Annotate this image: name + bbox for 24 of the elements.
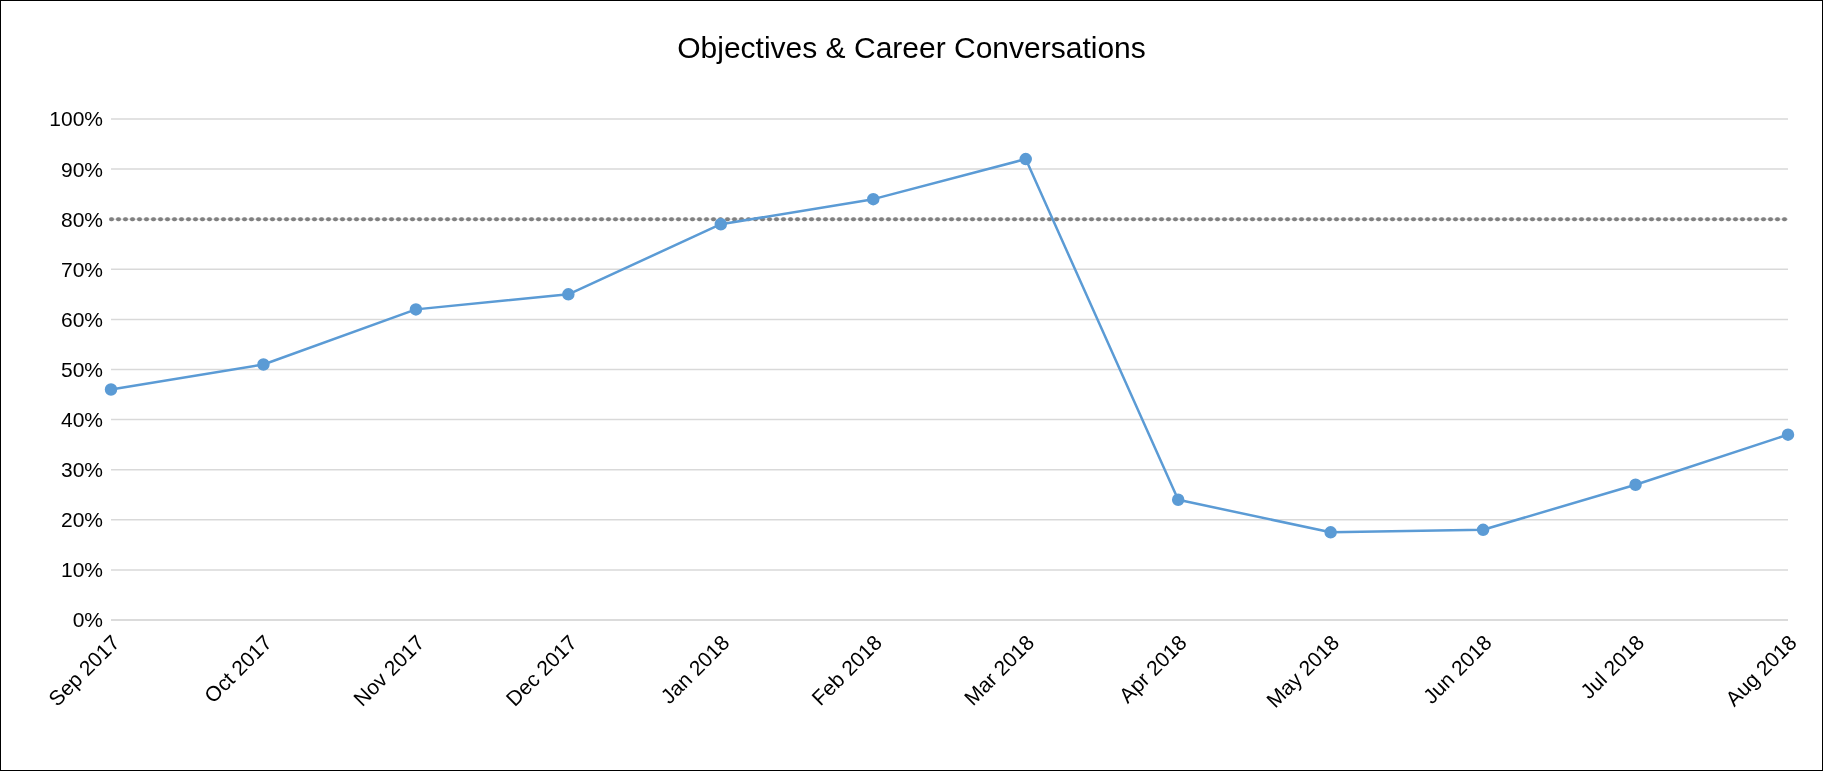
point [1476,523,1490,537]
point [1781,428,1795,441]
y-tick-label: 40% [60,408,103,432]
point [104,383,118,396]
y-tick-label: 90% [60,157,103,181]
point [714,217,728,231]
point [257,358,270,371]
y-tick-label: 100% [49,107,103,131]
y-tick-label: 30% [60,458,103,482]
point [562,288,575,301]
point [1324,526,1337,539]
y-tick-label: 20% [60,508,103,532]
point [409,303,423,316]
point [1019,152,1032,166]
y-tick-label: 80% [60,207,103,231]
y-tick-label: 0% [72,608,103,632]
chart-title: Objectives & Career Conversations [676,31,1147,65]
point [1629,478,1642,491]
point [1171,493,1185,507]
y-tick-label: 70% [60,257,103,281]
point [867,192,880,206]
y-tick-label: 10% [60,558,103,582]
y-tick-label: 50% [60,357,103,381]
y-tick-label: 60% [60,307,103,331]
